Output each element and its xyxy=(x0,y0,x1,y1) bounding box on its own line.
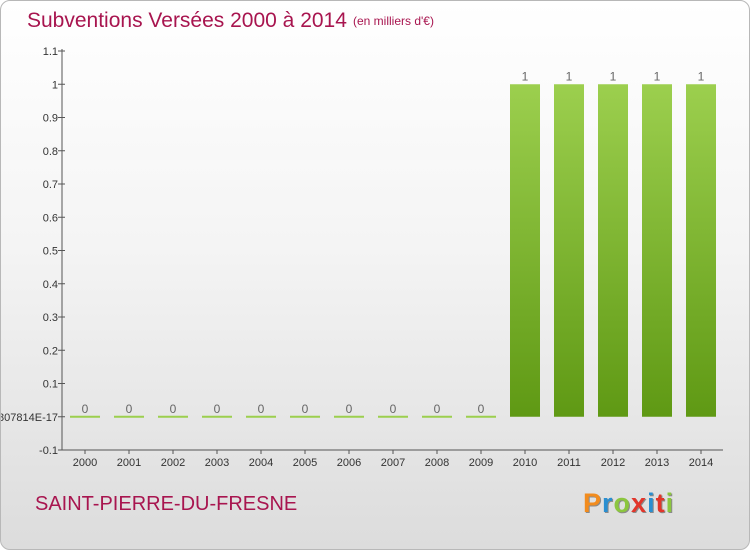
bar-value-label: 1 xyxy=(566,69,573,83)
bar-value-label: 0 xyxy=(390,402,397,416)
x-tick-label: 2011 xyxy=(557,457,581,469)
x-tick-label: 2014 xyxy=(689,457,713,469)
bar-value-label: 0 xyxy=(346,402,353,416)
plot-area: -0.1 1.3877787807814E-17 0.1 0.2 0.3 0.4 0.5 0.… xyxy=(1,46,723,469)
y-tick-label: 0.8 xyxy=(43,146,58,158)
x-tick-label: 2003 xyxy=(205,457,229,469)
y-tick-label: 0.7 xyxy=(43,179,58,191)
chart-unit-label: (en milliers d'€) xyxy=(353,14,434,28)
y-tick-label: 0.2 xyxy=(43,345,58,357)
bar xyxy=(642,84,672,417)
x-tick-label: 2007 xyxy=(381,457,405,469)
y-tick-label: 0.6 xyxy=(43,212,58,224)
bar-value-label: 0 xyxy=(478,402,485,416)
y-tick-label: 0.3 xyxy=(43,312,58,324)
logo-letter: r xyxy=(602,488,614,518)
bar xyxy=(598,84,628,417)
x-tick-label: 2005 xyxy=(293,457,317,469)
bar-value-label: 0 xyxy=(126,402,133,416)
x-tick-label: 2002 xyxy=(161,457,185,469)
bar-value-label: 0 xyxy=(434,402,441,416)
y-tick-label: 0.4 xyxy=(43,279,58,291)
logo-letter: P xyxy=(583,488,603,518)
proxiti-logo: Proxiti xyxy=(583,488,674,519)
x-tick-label: 2000 xyxy=(73,457,97,469)
y-tick-label: -0.1 xyxy=(39,445,58,457)
bar xyxy=(554,84,584,417)
bar-value-label: 1 xyxy=(654,69,661,83)
bar-value-label: 0 xyxy=(258,402,265,416)
logo-letter: o xyxy=(613,488,632,518)
logo-letter: t xyxy=(655,488,666,518)
x-tick-label: 2012 xyxy=(601,457,625,469)
x-tick-label: 2004 xyxy=(249,457,273,469)
bar-value-label: 0 xyxy=(214,402,221,416)
logo-letter: x xyxy=(631,488,648,518)
y-tick-label: 0.5 xyxy=(43,246,58,258)
logo-letter: i xyxy=(665,488,675,518)
chart-title: Subventions Versées 2000 à 2014 xyxy=(27,9,347,32)
x-tick-label: 2010 xyxy=(513,457,537,469)
y-tick-label: 1.3877787807814E-17 xyxy=(1,412,58,424)
bar-value-label: 1 xyxy=(698,69,705,83)
bar-value-label: 0 xyxy=(302,402,309,416)
y-tick-label: 1 xyxy=(52,79,58,91)
commune-name: SAINT-PIERRE-DU-FRESNE xyxy=(35,493,298,515)
bar-value-label: 0 xyxy=(170,402,177,416)
y-tick-label: 1.1 xyxy=(43,46,58,58)
bar xyxy=(686,84,716,417)
bar-value-label: 1 xyxy=(610,69,617,83)
x-tick-label: 2009 xyxy=(469,457,493,469)
y-tick-label: 0.9 xyxy=(43,113,58,125)
x-tick-label: 2006 xyxy=(337,457,361,469)
x-tick-label: 2013 xyxy=(645,457,669,469)
bar-value-label: 1 xyxy=(522,69,529,83)
y-tick-label: 0.1 xyxy=(43,379,58,391)
x-tick-label: 2001 xyxy=(117,457,141,469)
bar-value-label: 0 xyxy=(82,402,89,416)
bar xyxy=(510,84,540,417)
logo-letter: i xyxy=(647,488,656,518)
x-tick-label: 2008 xyxy=(425,457,449,469)
